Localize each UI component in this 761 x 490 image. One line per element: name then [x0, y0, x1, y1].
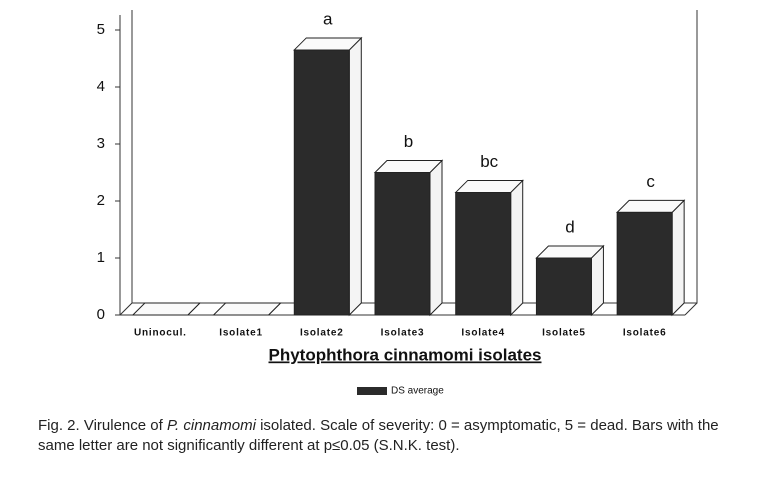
bar-face: [348, 36, 362, 317]
x-tick-label: Isolate2: [300, 328, 344, 339]
significance-letter: c: [646, 172, 655, 191]
significance-letter: bc: [480, 152, 498, 171]
y-tick-label: 4: [97, 78, 105, 95]
bar: [615, 199, 686, 317]
x-tick-label: Isolate5: [542, 328, 586, 339]
bar: [212, 302, 282, 316]
legend-label: DS average: [391, 386, 444, 397]
x-tick-label: Isolate1: [219, 328, 263, 339]
bar: [535, 244, 605, 317]
y-tick-label: 2: [97, 192, 105, 209]
x-tick-label: Uninocul.: [134, 328, 187, 339]
x-tick-label: Isolate6: [623, 328, 667, 339]
y-tick-label: 5: [97, 21, 105, 38]
x-tick-label: Isolate4: [461, 328, 505, 339]
bar: [454, 179, 524, 317]
y-tick-label: 0: [97, 306, 105, 323]
bar-face: [374, 172, 431, 316]
significance-letter: b: [404, 132, 413, 151]
caption-text: Fig. 2. Virulence of: [38, 417, 167, 434]
x-axis-title: Phytophthora cinnamomi isolates: [269, 345, 542, 364]
bar: [373, 159, 444, 317]
x-tick-label: Isolate3: [381, 328, 425, 339]
bar-face: [454, 179, 524, 193]
bar-face: [293, 37, 363, 51]
bar-face: [212, 302, 282, 316]
significance-letter: a: [323, 9, 333, 28]
y-tick-label: 1: [97, 249, 105, 266]
bar-face: [293, 49, 350, 316]
bar-face: [671, 199, 685, 317]
chart: Phytophthora cinnamomi isolates 0 1 2 3 4 5 Un…: [97, 9, 698, 397]
caption-text: isolated. Scale of severity: 0 = asympto…: [38, 417, 719, 454]
bar-face: [616, 211, 673, 316]
bar: [293, 36, 363, 317]
caption-italic: P. cinnamomi: [166, 417, 256, 434]
bar: [131, 302, 202, 316]
bar-face: [615, 199, 686, 213]
significance-letter: d: [565, 217, 574, 236]
bar-face: [429, 159, 443, 317]
bar-face: [455, 191, 512, 316]
bar-face: [131, 302, 202, 316]
bar-face: [510, 179, 524, 317]
caption: Fig. 2. Virulence of P. cinnamomi isolat…: [38, 416, 758, 456]
legend-swatch: [357, 387, 387, 395]
bar-face: [535, 257, 592, 316]
y-tick-label: 3: [97, 135, 105, 152]
bar-face: [373, 160, 444, 173]
bar-face: [535, 245, 605, 259]
